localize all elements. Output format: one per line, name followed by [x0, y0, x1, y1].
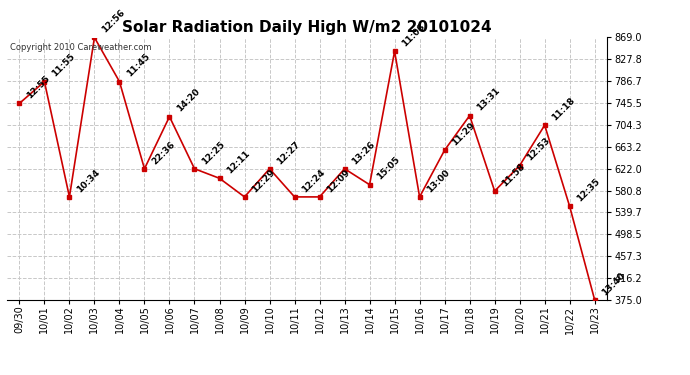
Text: 13:31: 13:31: [475, 86, 502, 113]
Text: 12:24: 12:24: [300, 168, 327, 194]
Text: 11:45: 11:45: [125, 52, 152, 79]
Text: 15:05: 15:05: [375, 155, 402, 182]
Text: 11:58: 11:58: [500, 162, 526, 188]
Text: 11:55: 11:55: [50, 52, 77, 79]
Text: 11:29: 11:29: [450, 121, 477, 147]
Text: 11:06: 11:06: [400, 22, 426, 48]
Text: 13:00: 13:00: [425, 168, 451, 194]
Text: 10:34: 10:34: [75, 168, 101, 194]
Text: 13:40: 13:40: [600, 271, 627, 297]
Text: 12:53: 12:53: [525, 136, 552, 163]
Text: 12:25: 12:25: [200, 140, 226, 166]
Text: 12:55: 12:55: [25, 74, 52, 100]
Text: 12:56: 12:56: [100, 8, 126, 35]
Text: 12:35: 12:35: [575, 177, 602, 204]
Text: 12:11: 12:11: [225, 149, 252, 176]
Text: 12:09: 12:09: [325, 168, 352, 194]
Text: 12:27: 12:27: [275, 139, 302, 166]
Text: Copyright 2010 Careweather.com: Copyright 2010 Careweather.com: [10, 43, 151, 52]
Text: 11:18: 11:18: [550, 96, 577, 122]
Text: 14:20: 14:20: [175, 87, 201, 114]
Text: 22:36: 22:36: [150, 140, 177, 166]
Text: 12:29: 12:29: [250, 168, 277, 194]
Title: Solar Radiation Daily High W/m2 20101024: Solar Radiation Daily High W/m2 20101024: [122, 20, 492, 35]
Text: 13:26: 13:26: [350, 140, 377, 166]
